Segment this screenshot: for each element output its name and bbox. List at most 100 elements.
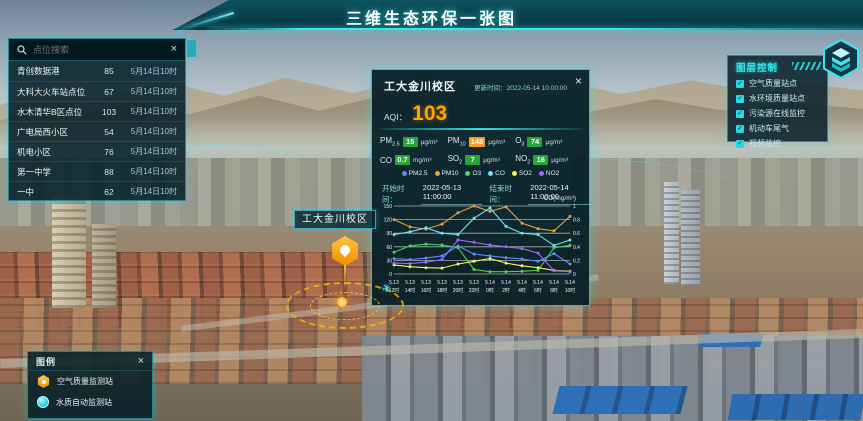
close-icon[interactable]: × <box>137 355 144 367</box>
left-axis-tick: 60 <box>386 245 392 251</box>
checkbox-checked-icon[interactable]: ✓ <box>736 139 744 148</box>
aqi-value: 103 <box>412 102 448 125</box>
series-point-O3 <box>488 270 492 274</box>
series-point-CO <box>440 231 444 235</box>
layer-item[interactable]: ✓ 水环境质量站点 <box>728 91 827 106</box>
divider <box>380 128 581 130</box>
station-time: 5月14日10时 <box>130 66 177 76</box>
pollutant-value-badge: 15 <box>402 137 418 147</box>
legend-item[interactable]: PM2.5 <box>401 170 428 177</box>
pollutant-cell: SO2 7 μg/m³ <box>448 151 516 169</box>
station-name: 第一中学 <box>17 166 52 177</box>
pollutant-grid: PM2.5 15 μg/m³ PM10 148 μg/m³ O3 74 μg/m³ CO 0.7 mg… <box>380 133 583 169</box>
legend-item[interactable]: SO2 <box>511 170 532 177</box>
map-marker-label[interactable]: 工大金川校区 <box>294 210 376 229</box>
title-banner: 三维生态环保一张图 <box>0 0 863 33</box>
station-time: 5月14日10时 <box>130 127 177 136</box>
station-value: 54 <box>104 126 114 137</box>
pollutant-unit: μg/m³ <box>551 156 568 164</box>
x-axis-tick: 5.14 4时 <box>517 280 527 294</box>
series-point-PM10 <box>488 209 492 213</box>
series-point-CO <box>408 230 412 234</box>
legend-item[interactable]: PM10 <box>434 170 458 177</box>
layer-label: 污染源在线监控 <box>749 109 805 118</box>
time-range-row: 开始时间： 2022-05-13 11:00:00 结束时间： 2022-05-14… <box>382 183 589 205</box>
series-point-O3 <box>440 243 444 247</box>
checkbox-checked-icon[interactable]: ✓ <box>736 124 744 133</box>
station-row[interactable]: 机电小区 76 5月14日10时 <box>9 141 185 161</box>
update-time-value: 2022-05-14 10:00:00 <box>506 85 567 92</box>
layer-list: ✓ 空气质量站点 ✓ 水环境质量站点 ✓ 污染源在线监控 ✓ 机动车尾气 ✓ 视频监控 <box>728 76 827 151</box>
station-row[interactable]: 青创数据港 85 5月14日10时 <box>9 61 185 81</box>
layers-button[interactable] <box>820 38 862 80</box>
pollutant-label: NO2 <box>515 154 531 166</box>
banner-background <box>172 0 863 30</box>
series-point-PM2.5 <box>408 258 412 261</box>
legend-item[interactable]: NO2 <box>538 170 559 177</box>
close-icon[interactable]: × <box>170 43 177 55</box>
series-point-SO2 <box>488 257 492 261</box>
series-point-PM10 <box>440 222 444 226</box>
series-point-NO2 <box>536 251 540 255</box>
series-point-NO2 <box>568 270 572 274</box>
series-point-NO2 <box>408 262 412 266</box>
pollutant-label: PM10 <box>447 136 466 148</box>
station-time: 5月14日10时 <box>130 147 177 156</box>
legend-item[interactable]: O3 <box>465 170 481 177</box>
station-row[interactable]: 水木清华B区点位 103 5月14日10时 <box>9 101 185 121</box>
panel-collapse-handle[interactable] <box>187 40 196 57</box>
series-point-CO <box>552 243 556 247</box>
series-point-O3 <box>472 268 476 271</box>
station-name: 青创数据港 <box>17 66 60 76</box>
station-row[interactable]: 一中 62 5月14日10时 <box>9 181 185 201</box>
checkbox-checked-icon[interactable]: ✓ <box>736 79 744 88</box>
series-point-NO2 <box>424 260 428 264</box>
pollutant-cell: PM10 148 μg/m³ <box>448 133 516 151</box>
air-station-icon <box>37 375 50 388</box>
layer-label: 视频监控 <box>749 139 781 148</box>
station-time: 5月14日10时 <box>130 167 177 176</box>
legend-item[interactable]: CO <box>488 170 505 177</box>
right-axis-tick: 1 <box>573 204 576 210</box>
legend-dot-icon <box>434 171 440 176</box>
series-point-NO2 <box>504 245 508 249</box>
station-row[interactable]: 广电局西小区 54 5月14日10时 <box>9 121 185 141</box>
legend-item[interactable]: 水质自动监测站 <box>28 392 152 412</box>
legend-items: 空气质量监测站水质自动监测站 <box>28 371 152 412</box>
pollutant-cell: CO 0.7 mg/m³ <box>380 151 448 169</box>
layer-item[interactable]: ✓ 视频监控 <box>728 136 827 151</box>
pollutant-value-badge: 0.7 <box>395 155 410 165</box>
legend-header: 图例 × <box>28 352 152 371</box>
series-line-NO2 <box>393 239 571 273</box>
layer-item[interactable]: ✓ 污染源在线监控 <box>728 106 827 121</box>
pollutant-value-badge: 7 <box>465 155 481 165</box>
legend-item[interactable]: 空气质量监测站 <box>28 371 152 392</box>
series-line-PM2.5 <box>393 245 571 265</box>
checkbox-checked-icon[interactable]: ✓ <box>736 94 744 103</box>
series-point-PM10 <box>520 221 524 225</box>
station-name: 一中 <box>17 186 35 197</box>
close-icon[interactable]: × <box>574 74 582 88</box>
station-row[interactable]: 大科大火车站点位 67 5月14日10时 <box>9 81 185 101</box>
pollutant-trend-chart: 0 0 30 0.2 60 0.4 90 0.6 120 0.8 150 1 5.13 12时 5.13 14… <box>384 204 581 294</box>
layer-item[interactable]: ✓ 空气质量站点 <box>728 76 827 91</box>
series-point-O3 <box>520 269 524 273</box>
series-point-PM2.5 <box>424 256 428 260</box>
series-line-SO2 <box>393 258 571 272</box>
end-time-field[interactable]: 2022-05-14 11:00:00 <box>528 183 589 205</box>
left-axis-tick: 150 <box>384 204 393 210</box>
pollutant-label: O3 <box>515 136 525 148</box>
station-row[interactable]: 第一中学 88 5月14日10时 <box>9 161 185 181</box>
checkbox-checked-icon[interactable]: ✓ <box>736 109 744 118</box>
layers-icon <box>823 38 859 80</box>
pin-icon <box>337 242 353 258</box>
start-time-field[interactable]: 2022-05-13 11:00:00 <box>420 183 482 205</box>
trend-chart-container: 0 0 30 0.2 60 0.4 90 0.6 120 0.8 150 1 5.13 12时 5.13 14… <box>378 202 584 302</box>
page-title: 三维生态环保一张图 <box>345 11 517 28</box>
highrise-tower-right-2 <box>681 190 700 286</box>
search-input[interactable] <box>33 44 165 55</box>
layer-item[interactable]: ✓ 机动车尾气 <box>728 121 827 136</box>
layer-label: 空气质量站点 <box>749 79 797 88</box>
left-axis-tick: 0 <box>389 272 392 278</box>
legend-item-label: 水质自动监测站 <box>56 397 112 407</box>
